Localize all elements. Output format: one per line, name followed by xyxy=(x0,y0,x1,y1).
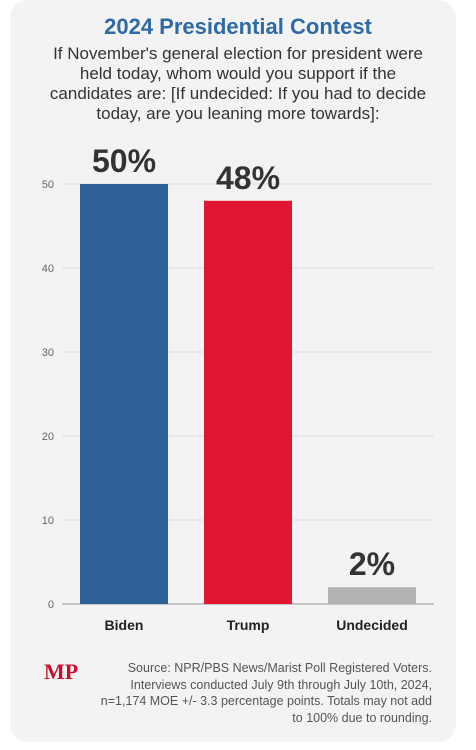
bar-biden xyxy=(80,184,168,604)
chart-title: 2024 Presidential Contest xyxy=(104,14,372,39)
y-tick-label: 40 xyxy=(42,263,54,275)
logo-text: MP xyxy=(44,659,78,684)
data-label: 50% xyxy=(92,143,156,179)
x-category-label: Biden xyxy=(105,617,144,633)
bar-chart: 0 10 20 30 40 50 50% Biden 48% Trump 2% Undecided xyxy=(42,143,434,633)
bar-undecided xyxy=(328,587,416,604)
x-category-label: Undecided xyxy=(336,617,408,633)
x-category-label: Trump xyxy=(227,617,270,633)
bar-trump xyxy=(204,200,292,605)
source-note: Source: NPR/PBS News/Marist Poll Registe… xyxy=(100,661,432,725)
y-tick-label: 30 xyxy=(42,347,54,359)
y-tick-label: 20 xyxy=(42,431,54,443)
question-text: If November's general election for presi… xyxy=(49,44,427,123)
marist-poll-logo: MP xyxy=(44,659,78,684)
data-label: 48% xyxy=(216,160,280,196)
y-tick-label: 0 xyxy=(48,599,54,611)
y-tick-label: 10 xyxy=(42,515,54,527)
y-tick-label: 50 xyxy=(42,179,54,191)
data-label: 2% xyxy=(349,546,395,582)
